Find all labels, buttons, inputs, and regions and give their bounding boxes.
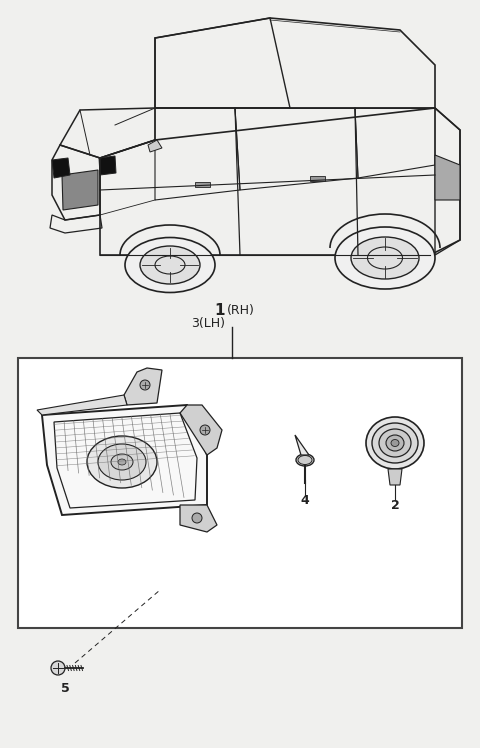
Ellipse shape: [379, 429, 411, 457]
Bar: [195, 182, 210, 187]
Ellipse shape: [386, 435, 404, 451]
Ellipse shape: [98, 444, 146, 480]
Polygon shape: [295, 435, 309, 455]
Bar: [18, 358, 462, 628]
Text: 4: 4: [300, 494, 310, 506]
Ellipse shape: [118, 459, 126, 465]
Circle shape: [200, 425, 210, 435]
Text: (RH): (RH): [227, 304, 255, 316]
Text: 2: 2: [391, 498, 399, 512]
Ellipse shape: [335, 227, 435, 289]
Polygon shape: [148, 140, 162, 152]
Ellipse shape: [391, 440, 399, 447]
Ellipse shape: [366, 417, 424, 469]
Polygon shape: [124, 368, 162, 405]
Bar: [310, 176, 325, 181]
Polygon shape: [62, 170, 98, 210]
Text: 3(LH): 3(LH): [191, 316, 225, 330]
Polygon shape: [42, 405, 207, 515]
Ellipse shape: [296, 454, 314, 466]
Ellipse shape: [372, 423, 418, 463]
Ellipse shape: [298, 456, 312, 465]
Ellipse shape: [125, 238, 215, 292]
Polygon shape: [52, 158, 70, 178]
Polygon shape: [99, 156, 116, 175]
Polygon shape: [180, 505, 217, 532]
Ellipse shape: [111, 454, 133, 470]
Polygon shape: [435, 155, 460, 200]
Ellipse shape: [140, 246, 200, 284]
Ellipse shape: [87, 436, 157, 488]
Ellipse shape: [351, 237, 419, 279]
Polygon shape: [388, 469, 402, 485]
Circle shape: [140, 380, 150, 390]
Circle shape: [192, 513, 202, 523]
Text: 1: 1: [215, 302, 225, 317]
Text: 5: 5: [60, 681, 70, 694]
Polygon shape: [37, 395, 127, 415]
Circle shape: [51, 661, 65, 675]
Polygon shape: [180, 405, 222, 455]
